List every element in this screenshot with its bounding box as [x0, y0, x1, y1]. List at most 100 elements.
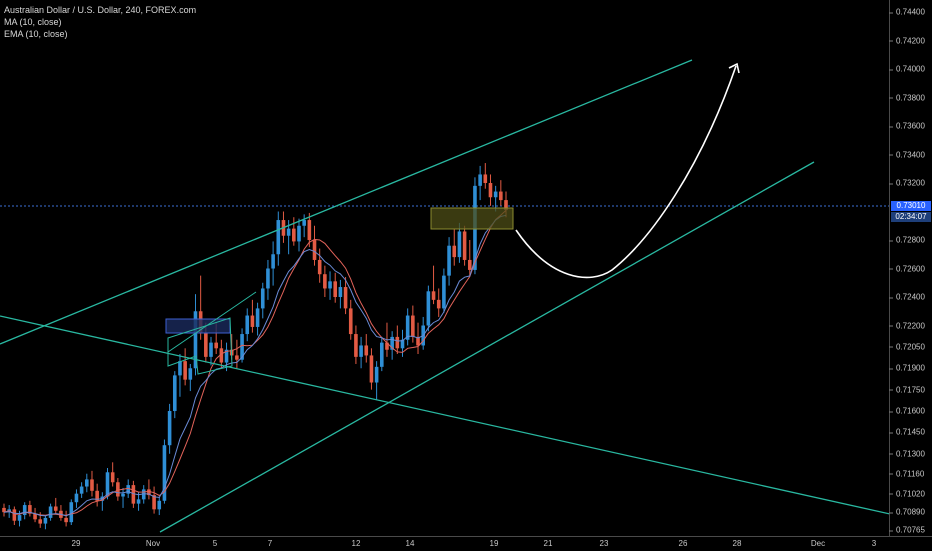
candle-body[interactable] [369, 355, 374, 383]
candle-body[interactable] [488, 183, 493, 198]
candle-body[interactable] [90, 479, 94, 491]
candle-body[interactable] [338, 287, 343, 298]
candle-body[interactable] [390, 336, 394, 350]
price-axis[interactable]: 0.73010 02:34:07 0.74400 0.74200 0.74000 0.… [888, 0, 932, 536]
candle-body[interactable] [48, 506, 53, 518]
ma-indicator-label[interactable]: MA (10, close) [4, 17, 62, 27]
candle-body[interactable] [302, 220, 306, 226]
candle-body[interactable] [292, 228, 296, 242]
candle-body[interactable] [354, 334, 358, 357]
candle-body[interactable] [385, 342, 389, 350]
candle-body[interactable] [364, 345, 369, 356]
candle-body[interactable] [121, 493, 125, 497]
candle-body[interactable] [436, 299, 441, 309]
candle-body[interactable] [22, 505, 27, 516]
candle-body[interactable] [379, 342, 384, 367]
demand-zone-box[interactable] [430, 207, 514, 230]
candle-body[interactable] [431, 291, 436, 300]
candle-body[interactable] [214, 342, 218, 349]
candle-body[interactable] [452, 245, 457, 258]
candle-body[interactable] [193, 311, 198, 369]
candle-body[interactable] [219, 348, 224, 363]
candle-body[interactable] [255, 308, 260, 327]
candle-body[interactable] [162, 445, 167, 501]
candle-body[interactable] [152, 495, 156, 510]
candle-body[interactable] [333, 281, 338, 298]
candle-body[interactable] [483, 174, 488, 184]
candle-body[interactable] [442, 275, 446, 309]
time-axis[interactable]: 29 Nov 5 7 12 14 19 21 23 26 28 Dec 3 [0, 536, 932, 551]
candle-body[interactable] [426, 291, 431, 326]
candle-body[interactable] [183, 361, 187, 380]
candle-body[interactable] [53, 506, 58, 511]
candle-body[interactable] [307, 220, 312, 241]
candle-body[interactable] [297, 225, 301, 242]
candle-body[interactable] [343, 287, 348, 309]
candle-body[interactable] [172, 375, 177, 412]
candle-body[interactable] [348, 308, 353, 335]
candle-body[interactable] [116, 482, 120, 497]
candle-body[interactable] [266, 268, 270, 289]
candle-body[interactable] [167, 411, 172, 446]
candle-body[interactable] [64, 517, 68, 523]
candle-body[interactable] [499, 191, 503, 201]
candle-body[interactable] [312, 240, 317, 260]
candle-body[interactable] [235, 355, 239, 360]
candle-body[interactable] [85, 479, 89, 487]
candle-body[interactable] [110, 472, 115, 483]
candle-body[interactable] [250, 315, 255, 327]
candle-body[interactable] [33, 513, 37, 520]
candle-body[interactable] [126, 485, 131, 494]
candle-body[interactable] [147, 489, 151, 496]
candle-body[interactable] [260, 288, 265, 309]
candle-body[interactable] [504, 200, 508, 211]
candle-body[interactable] [271, 254, 275, 269]
descending-trendline[interactable] [0, 315, 900, 517]
channel-upper-trendline[interactable] [0, 59, 693, 345]
candle-body[interactable] [105, 472, 110, 497]
candle-body[interactable] [276, 220, 281, 255]
candle-body[interactable] [462, 231, 467, 260]
candle-body[interactable] [95, 490, 99, 501]
candle-body[interactable] [411, 315, 415, 337]
candle-body[interactable] [405, 315, 410, 340]
candle-body[interactable] [447, 245, 451, 276]
candle-body[interactable] [178, 361, 182, 376]
ema-indicator-label[interactable]: EMA (10, close) [4, 29, 68, 39]
symbol-title[interactable]: Australian Dollar / U.S. Dollar, 240, FO… [4, 5, 197, 15]
candle-body[interactable] [400, 339, 405, 349]
candle-body[interactable] [74, 493, 79, 503]
candle-body[interactable] [240, 334, 244, 360]
candle-body[interactable] [478, 174, 482, 186]
candle-body[interactable] [457, 231, 462, 258]
candle-body[interactable] [28, 505, 32, 514]
candle-body[interactable] [38, 519, 43, 524]
flag-pattern-shape[interactable] [167, 317, 233, 375]
candle-body[interactable] [359, 345, 363, 357]
candle-body[interactable] [467, 259, 472, 270]
candle-body[interactable] [17, 515, 22, 521]
candle-body[interactable] [245, 315, 250, 335]
flag-pattern-line[interactable] [167, 291, 257, 353]
candle-body[interactable] [395, 336, 400, 349]
candle-body[interactable] [79, 486, 84, 494]
candle-body[interactable] [328, 281, 332, 289]
candle-body[interactable] [188, 368, 193, 380]
candle-body[interactable] [286, 228, 291, 236]
candle-body[interactable] [493, 191, 498, 198]
candle-body[interactable] [416, 336, 420, 346]
candle-body[interactable] [157, 500, 162, 510]
candle-body[interactable] [131, 485, 136, 504]
candle-body[interactable] [374, 366, 379, 383]
candle-body[interactable] [209, 342, 213, 357]
candle-body[interactable] [136, 499, 141, 504]
channel-lower-trendline[interactable] [159, 161, 815, 533]
candle-body[interactable] [323, 274, 327, 289]
candle-body[interactable] [12, 509, 17, 521]
candle-body[interactable] [2, 507, 6, 513]
candle-body[interactable] [43, 517, 48, 524]
projected-path-arrow[interactable] [515, 65, 737, 279]
candle-body[interactable] [141, 489, 146, 500]
